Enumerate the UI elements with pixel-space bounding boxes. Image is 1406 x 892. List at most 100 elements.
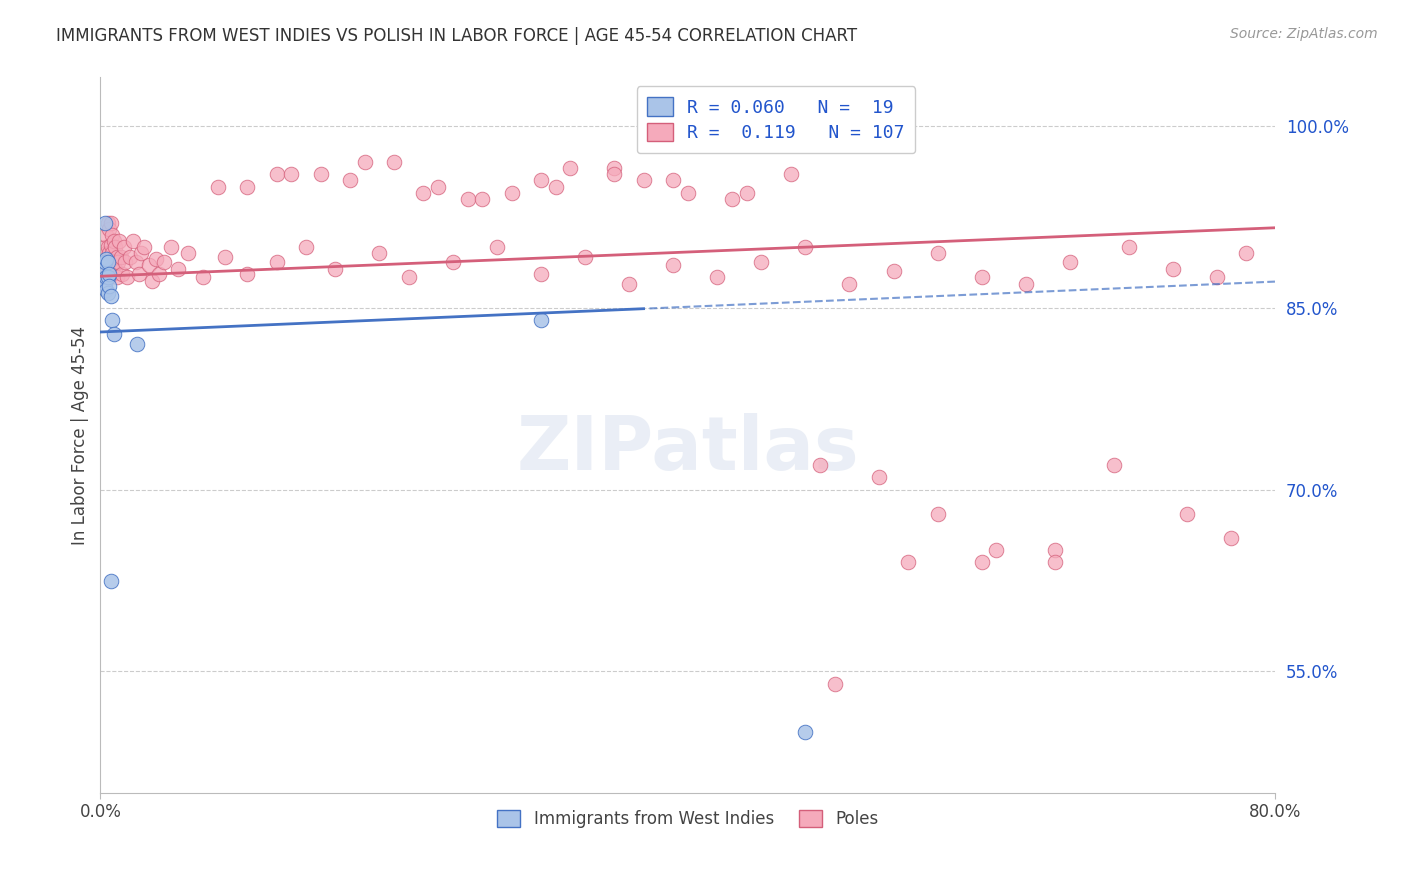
- Point: [441, 254, 464, 268]
- Point: [1118, 240, 1140, 254]
- Point: [100, 288, 122, 302]
- Point: [633, 173, 655, 187]
- Point: [368, 246, 391, 260]
- Point: [779, 168, 801, 182]
- Y-axis label: In Labor Force | Age 45-54: In Labor Force | Age 45-54: [72, 326, 89, 544]
- Point: [94, 264, 117, 278]
- Point: [1102, 458, 1125, 473]
- Point: [94, 240, 117, 254]
- Point: [141, 274, 163, 288]
- Point: [309, 168, 332, 182]
- Point: [94, 277, 117, 291]
- Point: [118, 250, 141, 264]
- Point: [97, 254, 120, 268]
- Point: [1043, 543, 1066, 558]
- Point: [94, 216, 117, 230]
- Point: [128, 267, 150, 281]
- Point: [115, 270, 138, 285]
- Point: [986, 543, 1008, 558]
- Point: [662, 258, 685, 272]
- Point: [868, 470, 890, 484]
- Point: [662, 173, 685, 187]
- Point: [96, 283, 118, 297]
- Point: [1015, 277, 1038, 291]
- Point: [353, 155, 375, 169]
- Point: [207, 179, 229, 194]
- Point: [121, 234, 143, 248]
- Point: [295, 240, 318, 254]
- Legend: Immigrants from West Indies, Poles: Immigrants from West Indies, Poles: [491, 803, 886, 834]
- Point: [603, 168, 626, 182]
- Point: [1220, 531, 1243, 545]
- Point: [457, 192, 479, 206]
- Point: [97, 240, 120, 254]
- Point: [501, 186, 523, 200]
- Point: [94, 254, 117, 268]
- Point: [721, 192, 744, 206]
- Point: [125, 337, 148, 351]
- Point: [1059, 254, 1081, 268]
- Point: [97, 216, 120, 230]
- Text: Source: ZipAtlas.com: Source: ZipAtlas.com: [1230, 27, 1378, 41]
- Point: [103, 327, 125, 342]
- Point: [382, 155, 405, 169]
- Point: [280, 168, 302, 182]
- Point: [96, 270, 118, 285]
- Point: [339, 173, 361, 187]
- Point: [970, 270, 993, 285]
- Point: [96, 246, 118, 260]
- Point: [114, 254, 136, 268]
- Point: [882, 264, 904, 278]
- Point: [1161, 262, 1184, 277]
- Point: [104, 240, 127, 254]
- Point: [105, 270, 128, 285]
- Point: [100, 262, 122, 277]
- Point: [101, 313, 124, 327]
- Point: [236, 267, 259, 281]
- Point: [794, 240, 817, 254]
- Point: [897, 555, 920, 569]
- Point: [103, 254, 125, 268]
- Point: [98, 270, 121, 285]
- Point: [530, 313, 553, 327]
- Point: [1175, 507, 1198, 521]
- Point: [236, 179, 259, 194]
- Point: [794, 725, 817, 739]
- Point: [412, 186, 434, 200]
- Point: [970, 555, 993, 569]
- Point: [103, 234, 125, 248]
- Point: [97, 286, 120, 301]
- Point: [193, 270, 215, 285]
- Point: [603, 161, 626, 176]
- Point: [107, 254, 129, 268]
- Point: [485, 240, 508, 254]
- Point: [100, 216, 122, 230]
- Point: [1234, 246, 1257, 260]
- Point: [927, 246, 949, 260]
- Point: [676, 186, 699, 200]
- Point: [427, 179, 450, 194]
- Point: [124, 254, 146, 268]
- Point: [97, 267, 120, 281]
- Point: [266, 168, 288, 182]
- Point: [530, 267, 553, 281]
- Point: [96, 252, 118, 267]
- Point: [824, 676, 846, 690]
- Point: [101, 227, 124, 242]
- Point: [98, 279, 121, 293]
- Point: [100, 237, 122, 252]
- Point: [101, 246, 124, 260]
- Point: [104, 262, 127, 277]
- Point: [735, 186, 758, 200]
- Point: [97, 270, 120, 285]
- Point: [838, 277, 860, 291]
- Point: [808, 458, 831, 473]
- Point: [108, 234, 131, 248]
- Point: [214, 250, 236, 264]
- Point: [98, 222, 121, 236]
- Point: [530, 173, 553, 187]
- Point: [111, 267, 134, 281]
- Point: [105, 250, 128, 264]
- Point: [266, 254, 288, 268]
- Point: [98, 267, 121, 281]
